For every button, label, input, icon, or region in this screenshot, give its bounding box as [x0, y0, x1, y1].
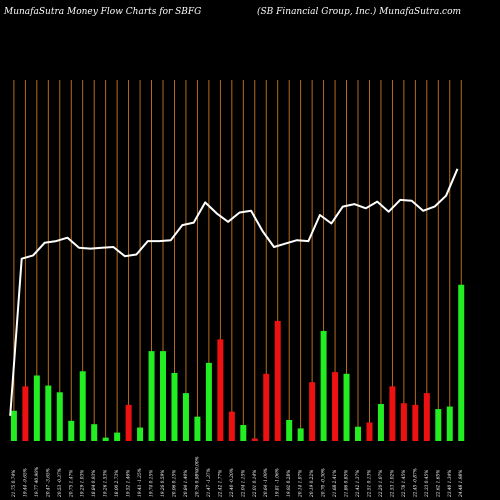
volume-bar [182, 393, 189, 441]
x-tick-label: 20.06 0.15% [172, 470, 177, 498]
x-tick-label: 19.29 1.03% [81, 470, 86, 497]
x-tick-label: 22.20 1.07% [379, 470, 384, 498]
x-tick-label: 21.86 0.85% [345, 470, 350, 498]
x-tick-label: 22.53 1.02% [390, 470, 395, 498]
x-tick-label: 22.04 1.15% [241, 470, 246, 498]
volume-bar [91, 424, 98, 441]
x-tick-label: 20.70 -0.30% [322, 468, 327, 498]
x-tick-label: 20.84 1.40% [184, 470, 189, 498]
volume-bar [45, 385, 52, 441]
chart-header-left: MunafaSutra Money Flow Charts for SBFG [3, 7, 201, 17]
volume-bar [22, 386, 29, 441]
x-tick-label: 20.47 -3.65% [46, 468, 51, 498]
x-tick-label: 19.44 -9.65% [23, 468, 28, 497]
x-tick-label: 20.14 1.07% [299, 470, 304, 498]
x-tick-label: 22.01 0.14% [253, 470, 258, 498]
volume-bar [458, 284, 465, 441]
volume-bar [355, 426, 361, 441]
x-tick-label: 22.78 1.45% [402, 470, 407, 498]
bar-layer [10, 284, 465, 441]
volume-bar [114, 432, 121, 441]
volume-bar [309, 382, 316, 441]
x-tick-label: 21.75 0.74% [12, 470, 17, 498]
volume-bar [263, 373, 270, 441]
x-tick-label: 20.53 -0.37% [58, 468, 63, 498]
tick-layer: 21.75 0.74% 19.44 -9.65% 19.77 40.96% 20.47… [12, 456, 464, 498]
x-tick-label: 20.76 0.98% [195, 470, 200, 498]
volume-bar [412, 404, 419, 441]
x-tick-label-extra: 0.00% [195, 456, 200, 470]
volume-bar [102, 437, 109, 441]
x-tick-label: 20.64 -1.09% [264, 468, 269, 498]
volume-bar [332, 372, 339, 441]
volume-bar [286, 420, 293, 441]
volume-bar [240, 425, 247, 441]
x-tick-label: 19.92 0.28% [287, 470, 292, 497]
x-tick-label: 22.51 0.13% [367, 470, 372, 498]
x-tick-label: 23.40 1.34% [448, 470, 453, 498]
volume-bar [171, 372, 178, 441]
volume-bar [10, 410, 17, 441]
x-tick-label: 20.75 1.47% [69, 470, 74, 498]
volume-bar [137, 427, 144, 441]
volume-bar [160, 351, 167, 441]
volume-bar [205, 362, 212, 441]
volume-bar [446, 406, 453, 441]
volume-bar [343, 373, 350, 441]
x-tick-label: 19.74 0.15% [150, 470, 155, 497]
x-tick-label: 22.42 1.37% [356, 470, 361, 498]
x-tick-label: 18.84 0.93% [92, 470, 97, 497]
volume-bar [217, 339, 224, 441]
volume-bar [125, 404, 132, 441]
x-tick-label: 22.42 1.77% [218, 470, 223, 498]
volume-bar [274, 320, 281, 441]
volume-bar [389, 386, 396, 441]
x-tick-label: 24.48 1.98% [459, 470, 464, 498]
x-tick-label: 22.45 -0.87% [413, 468, 418, 498]
x-tick-label: 19.26 0.59% [161, 470, 166, 497]
volume-bar [366, 422, 373, 441]
volume-bar [435, 409, 442, 441]
x-tick-label: 19.52 1.46% [127, 470, 132, 497]
volume-bar [228, 411, 235, 441]
x-tick-label: 19.26 1.53% [104, 470, 109, 497]
x-tick-label: 18.00 2.73% [115, 470, 120, 497]
x-tick-label: 19.77 40.96% [35, 467, 40, 497]
volume-bar [33, 375, 40, 441]
volume-bar [251, 438, 258, 441]
x-tick-label: 21.47 -1.37% [207, 468, 212, 498]
x-tick-label: 22.40 -0.20% [230, 468, 235, 498]
volume-bar [400, 403, 407, 441]
x-tick-label: 19.81 -1.06% [276, 468, 281, 497]
volume-bar [320, 330, 327, 441]
volume-bar [148, 351, 155, 441]
x-tick-label: 21.68 2.41% [333, 470, 338, 498]
price-line [9, 168, 459, 416]
x-tick-label: 22.33 0.45% [425, 470, 430, 498]
volume-bar [297, 428, 304, 441]
x-tick-label: 22.62 1.65% [436, 470, 441, 498]
x-tick-label: 20.19 0.22% [310, 470, 315, 498]
volume-bar [79, 371, 86, 441]
volume-bar [56, 392, 63, 441]
volume-bar [377, 404, 384, 441]
chart-header-right: (SB Financial Group, Inc.) MunafaSutra.c… [257, 6, 461, 17]
volume-bar [194, 416, 201, 441]
x-tick-label: 19.43 -1.25% [138, 468, 143, 497]
line-layer [9, 168, 459, 416]
volume-bar [423, 393, 430, 441]
volume-bar [68, 420, 75, 441]
